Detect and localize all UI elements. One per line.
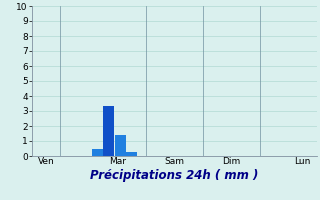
- Bar: [92, 148, 103, 156]
- X-axis label: Précipitations 24h ( mm ): Précipitations 24h ( mm ): [90, 169, 259, 182]
- Bar: [103, 106, 114, 156]
- Bar: [126, 152, 137, 156]
- Bar: [115, 135, 126, 156]
